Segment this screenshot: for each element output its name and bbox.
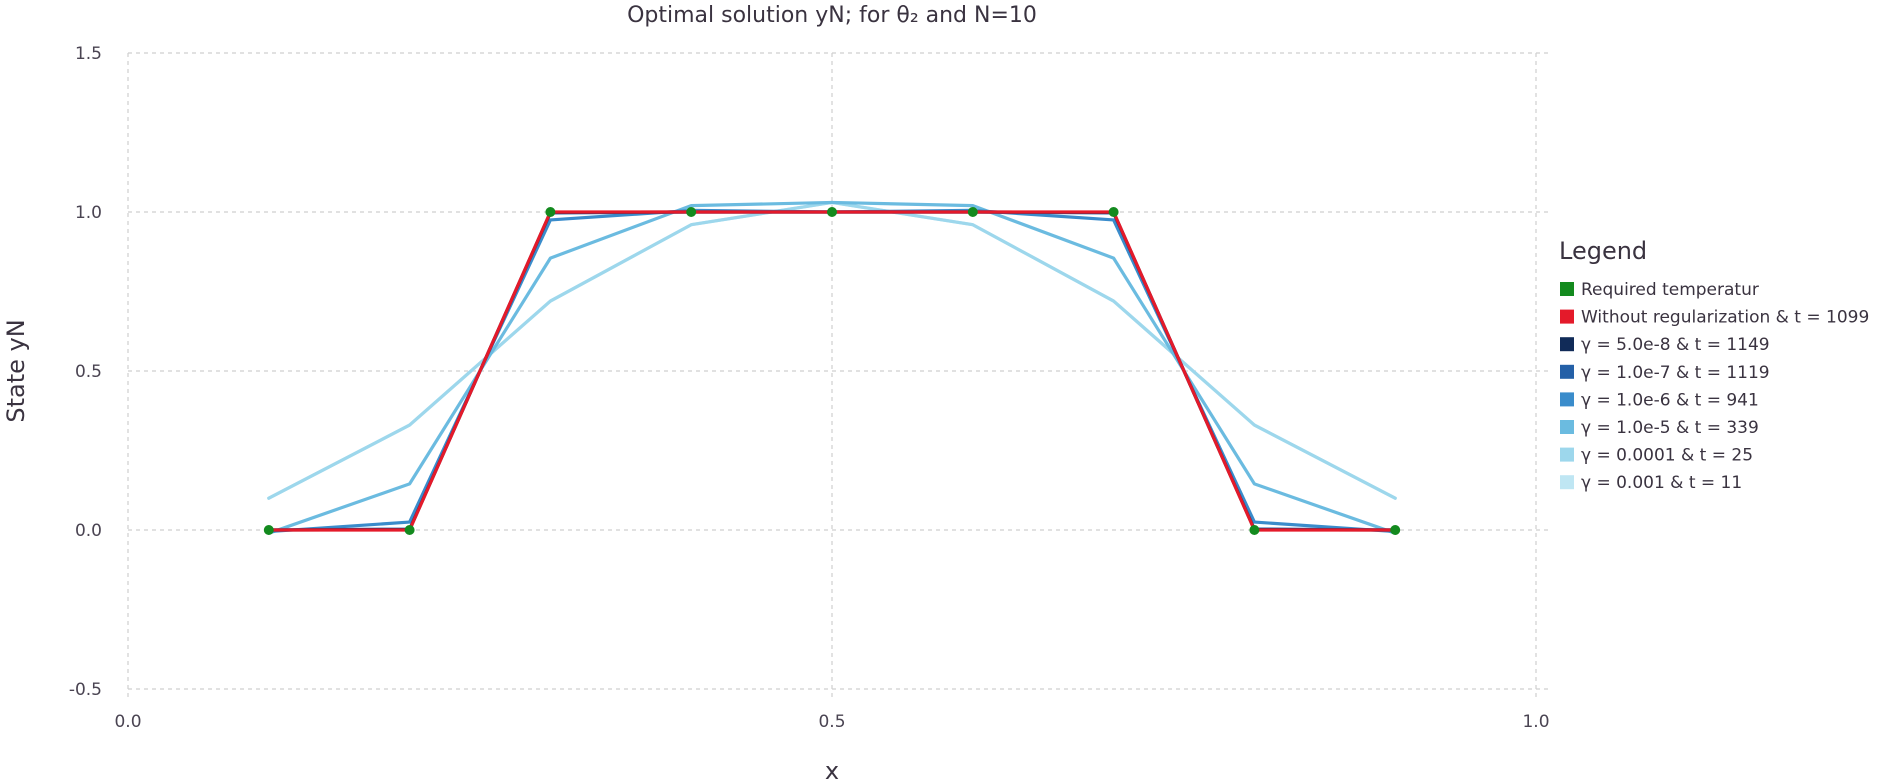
x-axis-label: x	[825, 757, 839, 784]
legend-items: Required temperatur Without regularizatio…	[1560, 280, 1869, 493]
required-temperature-point	[1249, 525, 1260, 535]
required-temperature-point	[545, 207, 556, 217]
legend-label: γ = 0.001 & t = 11	[1581, 473, 1742, 493]
legend-label: γ = 1.0e-5 & t = 339	[1581, 418, 1759, 438]
required-temperature-point	[827, 207, 837, 217]
required-temperature-point	[263, 525, 274, 535]
y-tick-label: 1.5	[75, 44, 102, 64]
legend-swatch	[1560, 447, 1574, 462]
legend-swatch	[1560, 364, 1574, 379]
y-tick-label: 0.0	[75, 521, 102, 541]
legend-label: γ = 1.0e-7 & t = 1119	[1581, 363, 1770, 383]
legend: Legend Required temperatur Without regula…	[1559, 237, 1869, 493]
legend-label: γ = 5.0e-8 & t = 1149	[1581, 335, 1770, 355]
required-temperature-point	[1108, 207, 1119, 217]
legend-label: Required temperatur	[1581, 280, 1759, 300]
legend-swatch	[1560, 420, 1574, 434]
x-tick-label: 0.5	[818, 712, 845, 732]
x-tick-label: 1.0	[1522, 712, 1549, 732]
y-tick-label: -0.5	[69, 680, 102, 700]
y-tick-label: 1.0	[75, 203, 102, 223]
required-temperature-point	[1390, 525, 1401, 535]
legend-swatch	[1560, 309, 1574, 324]
required-temperature-point	[686, 207, 697, 217]
legend-label: γ = 0.0001 & t = 25	[1581, 446, 1753, 466]
grid	[127, 52, 1550, 699]
x-tick-label: 0.0	[114, 712, 141, 732]
legend-label: Without regularization & t = 1099	[1581, 308, 1869, 328]
series-line	[267, 200, 1397, 535]
chart-title: Optimal solution yN; for θ₂ and N=10	[627, 3, 1037, 28]
points-group	[263, 207, 1401, 535]
y-axis-label: State yN	[2, 319, 30, 422]
legend-swatch	[1560, 392, 1574, 407]
legend-swatch	[1560, 282, 1574, 296]
legend-label: γ = 1.0e-6 & t = 941	[1581, 390, 1759, 410]
legend-title: Legend	[1559, 237, 1647, 265]
y-tick-label: 0.5	[75, 362, 102, 382]
tick-labels: -0.5 0.0 0.5 1.0 1.5 0.0 0.5 1.0	[69, 44, 1550, 732]
required-temperature-point	[404, 525, 415, 535]
required-temperature-point	[967, 207, 978, 217]
legend-swatch	[1560, 475, 1574, 490]
legend-swatch	[1560, 337, 1574, 352]
